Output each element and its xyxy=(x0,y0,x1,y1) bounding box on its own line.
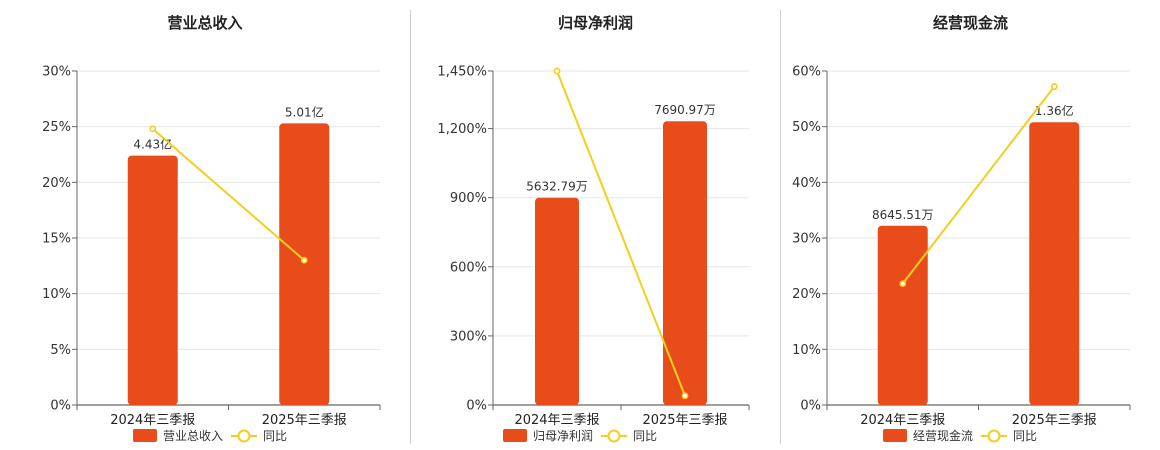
bar-data-label: 5.01亿 xyxy=(285,104,324,119)
y-tick-label: 0% xyxy=(50,399,71,414)
y-tick-label: 5% xyxy=(50,343,71,358)
x-tick-label: 2024年三季报 xyxy=(110,413,195,428)
chart-panel-net-profit: 归母净利润 0% 300% 600% 900% 1,200% 1,450% 5632.79万… xyxy=(411,0,780,450)
bar xyxy=(279,123,330,406)
y-tick-label: 50% xyxy=(792,120,821,135)
legend-bar-label: 经营现金流 xyxy=(913,428,973,443)
chart-revenue: 0% 5% 10% 15% 20% 25% 30% 4.43亿 5.01亿 2024年三季报 202… xyxy=(42,65,381,443)
chart-panel-operating-cash-flow: 经营现金流 0% 10% 20% 30% 40% 50% 60% 8645.51万 1.36亿 2… xyxy=(781,0,1160,450)
line-series xyxy=(556,70,686,397)
y-tick-label: 20% xyxy=(792,287,821,302)
legend-bar-swatch xyxy=(503,429,527,442)
y-tick-label: 900% xyxy=(450,191,487,206)
chart-net-profit: 0% 300% 600% 900% 1,200% 1,450% 5632.79万 7690.9… xyxy=(437,65,750,443)
panel-divider xyxy=(780,10,781,444)
bar xyxy=(877,225,928,405)
chart-title: 营业总收入 xyxy=(167,14,243,32)
panel-divider xyxy=(410,10,411,444)
legend-line-label: 同比 xyxy=(633,429,657,443)
x-tick-label: 2024年三季报 xyxy=(514,413,599,428)
legend-bar-label: 归母净利润 xyxy=(533,429,593,443)
y-tick-label: 300% xyxy=(450,329,487,344)
line-point xyxy=(300,256,308,264)
legend-line-marker xyxy=(607,429,621,443)
chart-title: 经营现金流 xyxy=(932,14,1008,32)
y-tick-label: 30% xyxy=(792,232,821,247)
line-point xyxy=(899,280,907,288)
bar-data-label: 8645.51万 xyxy=(872,208,934,222)
legend-bar-swatch xyxy=(133,429,157,442)
y-tick-label: 1,450% xyxy=(437,65,487,80)
y-tick-label: 40% xyxy=(792,176,821,191)
bar-data-label: 5632.79万 xyxy=(526,180,588,194)
x-tick-label: 2024年三季报 xyxy=(860,413,945,428)
x-tick-label: 2025年三季报 xyxy=(1012,413,1097,428)
legend-line-label: 同比 xyxy=(263,429,287,443)
y-tick-label: 30% xyxy=(42,65,71,80)
legend-line-marker xyxy=(987,429,1001,443)
line-series xyxy=(901,85,1056,285)
chart-operating-cash-flow: 0% 10% 20% 30% 40% 50% 60% 8645.51万 1.36亿 2024年三季… xyxy=(792,65,1131,443)
bar-data-label: 7690.97万 xyxy=(654,103,716,117)
bar xyxy=(127,155,178,405)
line-series xyxy=(152,128,305,262)
bar xyxy=(535,197,579,405)
y-tick-label: 15% xyxy=(42,232,71,247)
bar xyxy=(663,121,707,405)
chart-panel-revenue: 营业总收入 0% 5% 10% 15% 20% 25% 30% 4.43亿 5.01亿 2024年… xyxy=(0,0,410,450)
y-tick-label: 0% xyxy=(466,399,487,414)
y-tick-label: 1,200% xyxy=(437,122,487,137)
y-tick-label: 10% xyxy=(42,287,71,302)
line-point xyxy=(1050,83,1058,90)
legend-bar-swatch xyxy=(883,429,907,442)
legend-line-marker xyxy=(237,429,251,443)
line-point xyxy=(681,392,689,400)
line-point xyxy=(553,67,561,75)
x-tick-label: 2025年三季报 xyxy=(642,413,727,428)
y-tick-label: 25% xyxy=(42,120,71,135)
bar-data-label: 4.43亿 xyxy=(133,137,172,152)
y-tick-label: 10% xyxy=(792,343,821,358)
chart-title: 归母净利润 xyxy=(557,14,633,32)
legend-line-label: 同比 xyxy=(1013,429,1037,443)
y-tick-label: 600% xyxy=(450,260,487,275)
legend-bar-label: 营业总收入 xyxy=(163,429,223,443)
bar-data-label: 1.36亿 xyxy=(1035,103,1074,118)
y-tick-label: 60% xyxy=(792,65,821,80)
x-tick-label: 2025年三季报 xyxy=(262,413,347,428)
line-point xyxy=(149,125,157,133)
y-tick-label: 0% xyxy=(800,399,821,414)
y-tick-label: 20% xyxy=(42,176,71,191)
bar xyxy=(1029,122,1080,406)
